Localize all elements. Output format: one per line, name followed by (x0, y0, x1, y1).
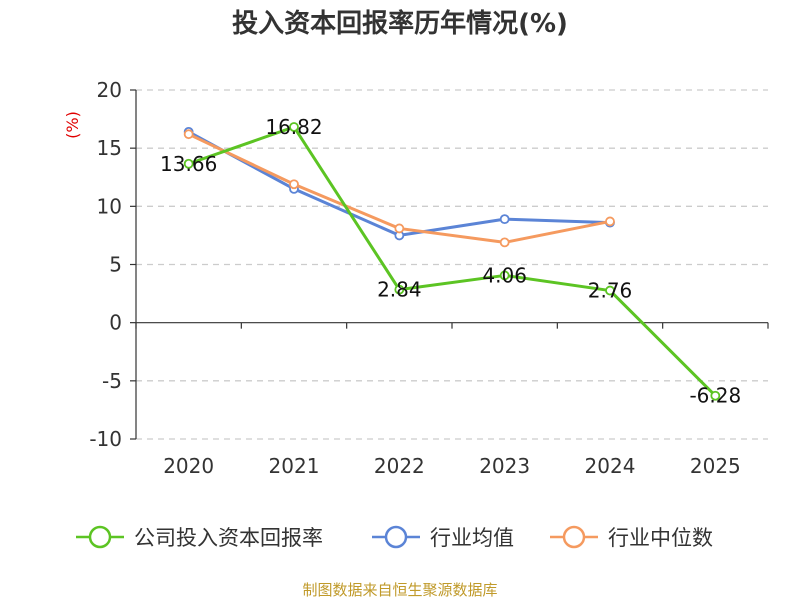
data-label-2025: -6.28 (689, 384, 741, 408)
y-tick-label-15: 15 (97, 136, 122, 160)
x-tick-label-2022: 2022 (374, 454, 425, 478)
legend-label-industry_median: 行业中位数 (608, 526, 713, 550)
y-tick-label-10: 10 (97, 194, 122, 218)
x-tick-label-2021: 2021 (269, 454, 320, 478)
legend-item-industry_median[interactable]: 行业中位数 (550, 525, 713, 550)
y-tick-label--10: -10 (89, 427, 122, 451)
y-tick-label-0: 0 (109, 311, 122, 335)
point-company-2021 (289, 122, 299, 132)
data-label-2024: 2.76 (588, 279, 633, 303)
chart-title: 投入资本回报率历年情况(%) (232, 8, 568, 39)
series-line-industry_avg (187, 130, 611, 237)
legend-label-industry_avg: 行业均值 (430, 526, 514, 550)
point-industry_avg-2023 (499, 214, 510, 225)
x-tick-label-2023: 2023 (479, 454, 530, 478)
y-tick-label--5: -5 (102, 369, 122, 393)
point-industry_median-2024 (605, 216, 615, 227)
point-company-2024 (605, 285, 615, 296)
legend-marker-company (88, 525, 112, 549)
data-label-2023: 4.06 (482, 263, 527, 287)
series-layer (183, 122, 721, 401)
series-line-company (188, 125, 717, 397)
y-tick-label-5: 5 (109, 253, 122, 277)
point-industry_median-2020 (183, 129, 194, 140)
legend-marker-industry_avg (384, 525, 408, 549)
legend[interactable]: 公司投入资本回报率 行业均值 行业中位数 (76, 525, 713, 550)
legend-item-company[interactable]: 公司投入资本回报率 (76, 525, 323, 550)
legend-item-industry_avg[interactable]: 行业均值 (372, 525, 514, 550)
point-industry_median-2021 (289, 179, 299, 190)
legend-marker-industry_median (562, 525, 586, 549)
point-company-2025 (710, 390, 721, 401)
x-tick-label-2025: 2025 (690, 454, 741, 478)
legend-label-company: 公司投入资本回报率 (134, 526, 323, 550)
data-label-2021: 16.82 (265, 115, 322, 139)
point-company-2020 (183, 158, 194, 169)
point-company-2022 (394, 284, 405, 295)
axes: 20 15 10 5 0 -5 -10 2020 2021 2022 2023 2024 2025 (89, 78, 769, 478)
point-industry_median-2023 (499, 237, 510, 248)
data-label-2020: 13.66 (160, 152, 217, 176)
y-axis-unit: (%) (63, 111, 82, 139)
point-company-2023 (499, 270, 510, 281)
x-tick-label-2020: 2020 (163, 454, 214, 478)
x-tick-label-2024: 2024 (585, 454, 636, 478)
data-label-2022: 2.84 (377, 278, 422, 302)
data-source-note: 制图数据来自恒生聚源数据库 (302, 581, 497, 599)
y-tick-label-20: 20 (97, 78, 122, 102)
point-industry_median-2022 (394, 223, 405, 234)
grid-lines (136, 89, 768, 440)
data-labels: 13.66 16.82 2.84 4.06 2.76 -6.28 (160, 115, 741, 408)
